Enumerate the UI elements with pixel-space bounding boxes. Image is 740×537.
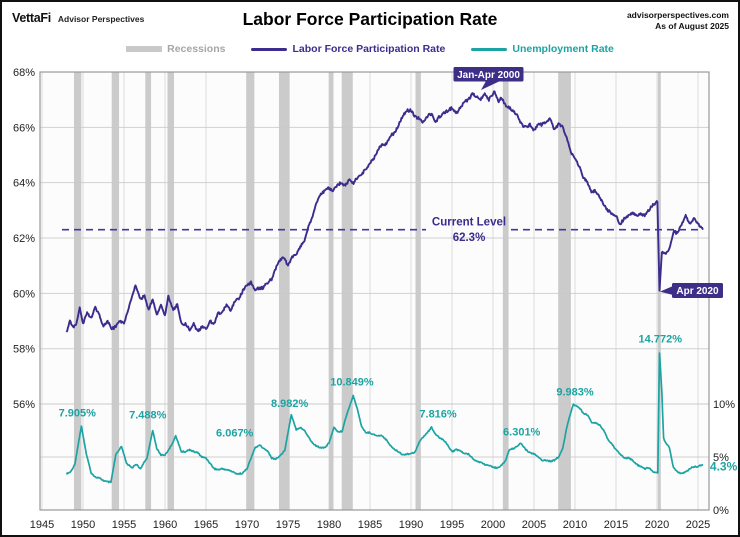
x-axis-tick: 1975 [276, 519, 300, 531]
header: VettaFi Advisor Perspectives Labor Force… [2, 2, 738, 38]
source-attribution: advisorperspectives.com As of August 202… [627, 10, 729, 31]
peak-annotation: 7.488% [129, 410, 167, 422]
x-axis-tick: 2000 [481, 519, 505, 531]
svg-text:Apr 2020: Apr 2020 [676, 286, 719, 297]
left-axis-tick: 66% [13, 122, 35, 134]
peak-annotation: 7.816% [419, 409, 457, 421]
left-axis-tick: 60% [13, 288, 35, 300]
page-title: Labor Force Participation Rate [242, 9, 498, 29]
right-axis-tick: 0% [713, 505, 729, 517]
svg-text:Jan-Apr 2000: Jan-Apr 2000 [457, 70, 520, 81]
current-level-value: 62.3% [453, 232, 486, 244]
legend-label: Labor Force Participation Rate [292, 43, 446, 55]
x-axis-tick: 1960 [153, 519, 177, 531]
peak-annotation: 6.301% [503, 427, 541, 439]
legend-item-lfpr: Labor Force Participation Rate [251, 43, 445, 55]
x-axis-tick: 1950 [71, 519, 95, 531]
right-axis-tick: 10% [713, 399, 735, 411]
left-axis-tick: 62% [13, 233, 35, 245]
peak-annotation: 14.772% [639, 333, 683, 345]
x-axis-tick: 1955 [112, 519, 136, 531]
peak-annotation: 7.905% [59, 407, 97, 419]
chart-canvas: Current Level 62.3% 68% 66% 64% 62% 60% 58% 56% 1… [13, 67, 738, 531]
x-axis-tick: 1965 [194, 519, 218, 531]
x-axis-tick: 1945 [30, 519, 54, 531]
vettafi-logo: VettaFi Advisor Perspectives [12, 11, 144, 25]
x-axis-tick: 1970 [235, 519, 259, 531]
current-level-label: Current Level [432, 217, 506, 229]
x-axis-tick: 1990 [399, 519, 423, 531]
x-axis-tick: 2010 [563, 519, 587, 531]
callout-jan-apr-2000: Jan-Apr 2000 [453, 67, 524, 90]
legend-item-unemployment: Unemployment Rate [471, 43, 614, 55]
peak-annotation: 9.983% [556, 386, 594, 398]
unemployment-line-swatch-icon [471, 47, 508, 51]
unemployment-rate-line [65, 352, 704, 484]
left-axis-tick: 68% [13, 67, 35, 79]
right-axis-tick: 5% [713, 452, 729, 464]
horizontal-gridlines [40, 126, 709, 458]
left-axis-tick: 58% [13, 344, 35, 356]
left-axis-tick: 56% [13, 399, 35, 411]
legend-label: Unemployment Rate [512, 43, 614, 55]
lfpr-line-swatch-icon [251, 47, 288, 51]
peak-annotation: 8.982% [271, 398, 309, 410]
x-axis-tick: 1995 [440, 519, 464, 531]
axis-labels: 68% 66% 64% 62% 60% 58% 56% 10% 5% 0% 1945 1950 1955… [13, 67, 735, 531]
x-axis-tick: 2015 [604, 519, 628, 531]
x-axis-tick: 2025 [686, 519, 710, 531]
latest-unemployment-label: 4.3% [710, 459, 738, 473]
current-level-line: Current Level 62.3% [62, 217, 703, 244]
lfpr-line [65, 90, 704, 333]
left-axis-tick: 64% [13, 178, 35, 190]
logo-primary: VettaFi [12, 11, 51, 25]
x-axis-tick: 2005 [522, 519, 546, 531]
legend: Recessions Labor Force Participation Rat… [2, 40, 738, 58]
as-of-date: As of August 2025 [655, 20, 729, 31]
source-url: advisorperspectives.com [626, 10, 729, 20]
logo-secondary: Advisor Perspectives [57, 14, 145, 24]
x-axis-tick: 2020 [645, 519, 669, 531]
peak-annotation: 10.849% [330, 377, 374, 389]
x-axis-tick: 1985 [358, 519, 382, 531]
peak-annotations: 7.905% 7.488% 6.067% 8.982% 10.849% 7.816% 6.3… [59, 333, 683, 439]
callout-apr-2020: Apr 2020 [660, 283, 723, 298]
legend-item-recessions: Recessions [126, 43, 225, 55]
recession-bars [73, 72, 661, 510]
recession-swatch-icon [126, 46, 163, 52]
legend-label: Recessions [167, 43, 226, 55]
x-axis-tick: 1980 [317, 519, 341, 531]
peak-annotation: 6.067% [216, 428, 254, 440]
